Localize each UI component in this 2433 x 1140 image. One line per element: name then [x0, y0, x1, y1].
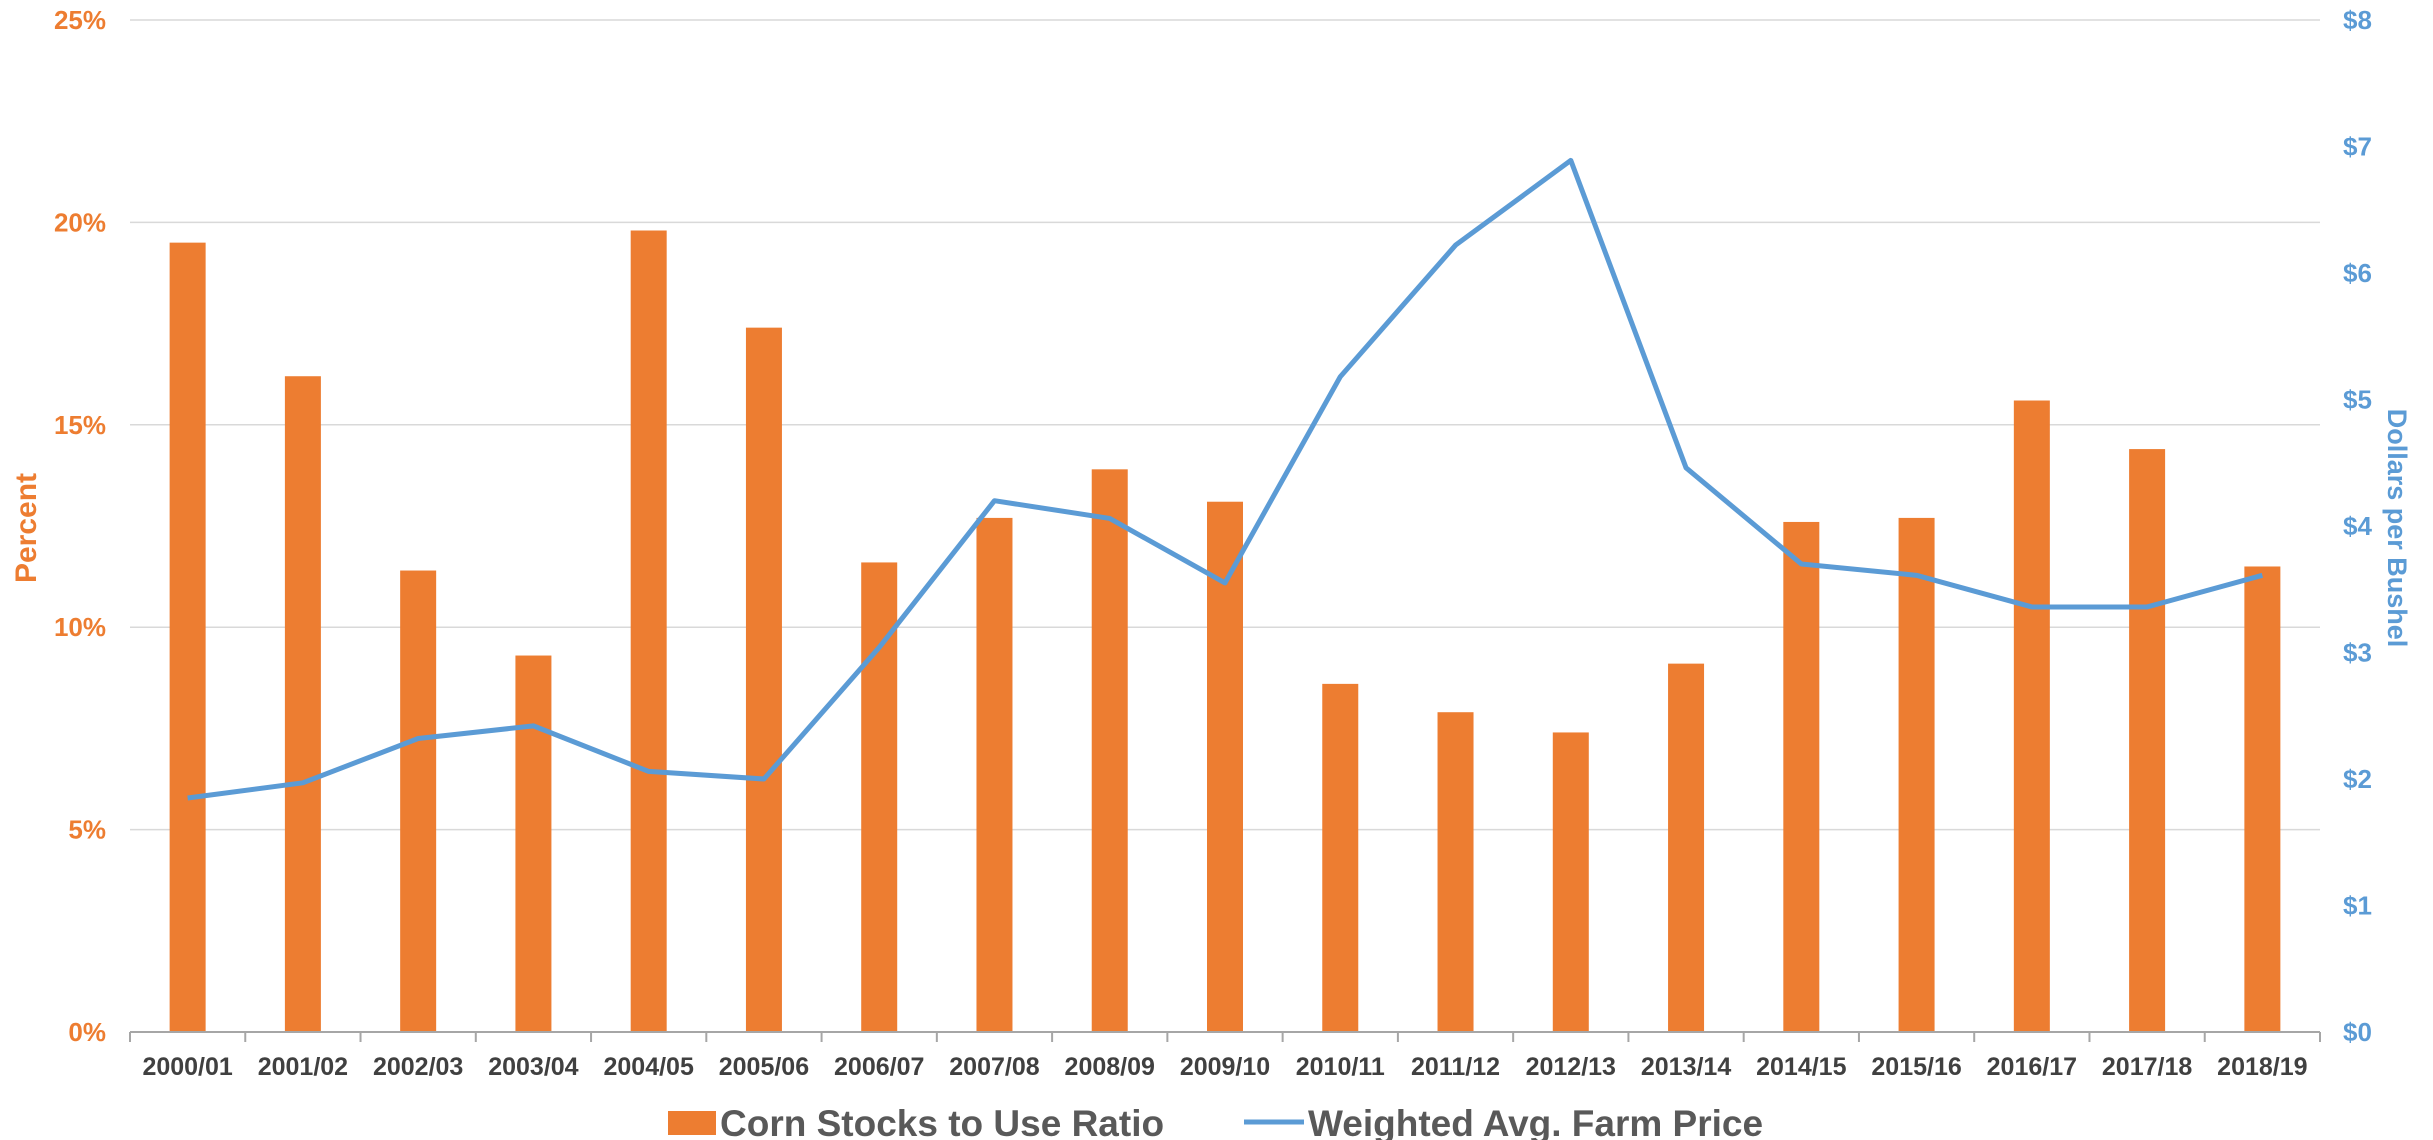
- bar-2005-06: [745, 327, 782, 1032]
- x-tick-label: 2011/12: [1411, 1053, 1500, 1081]
- right-tick-label: $2: [2343, 764, 2372, 794]
- left-tick-label: 25%: [54, 5, 106, 35]
- x-tick-label: 2000/01: [142, 1053, 232, 1081]
- left-tick-label: 20%: [54, 207, 106, 237]
- x-tick-label: 2007/08: [949, 1053, 1039, 1081]
- x-tick-label: 2001/02: [258, 1053, 348, 1081]
- bar-2001-02: [284, 376, 321, 1032]
- price-line: [187, 157, 2264, 801]
- x-tick-label: 2009/10: [1180, 1053, 1270, 1081]
- axes: [129, 1031, 2321, 1042]
- bar-2018-19: [2244, 566, 2281, 1032]
- right-axis-ticks: $0 $1 $2 $3 $4 $5 $6 $7 $8: [2343, 5, 2372, 1047]
- right-tick-label: $8: [2343, 5, 2372, 35]
- bar-2011-12: [1437, 712, 1474, 1032]
- legend-swatch-bars: [668, 1111, 716, 1135]
- right-tick-label: $7: [2343, 132, 2372, 162]
- bar-2004-05: [630, 230, 667, 1033]
- bar-2012-13: [1552, 732, 1589, 1032]
- left-tick-label: 15%: [54, 410, 106, 440]
- x-tick-label: 2012/13: [1526, 1053, 1616, 1081]
- x-tick-label: 2002/03: [373, 1053, 463, 1081]
- bar-2009-10: [1207, 501, 1243, 1032]
- bar-2006-07: [861, 562, 898, 1032]
- right-tick-label: $0: [2343, 1017, 2372, 1047]
- bar-2003-04: [515, 655, 552, 1032]
- x-tick-label: 2003/04: [488, 1053, 578, 1081]
- x-axis-ticks: 2000/01 2001/02 2002/03 2003/04 2004/05 2005/…: [142, 1053, 2307, 1081]
- bar-2007-08: [976, 517, 1013, 1032]
- x-tick-label: 2004/05: [603, 1053, 693, 1081]
- right-tick-label: $3: [2343, 638, 2372, 668]
- bar-2010-11: [1322, 683, 1359, 1032]
- bar-2014-15: [1783, 521, 1820, 1032]
- left-tick-label: 5%: [68, 815, 106, 845]
- left-tick-label: 0%: [68, 1017, 106, 1047]
- bar-2013-14: [1668, 663, 1705, 1032]
- gridlines: [130, 19, 2320, 831]
- bar-2002-03: [400, 570, 437, 1032]
- right-axis-title: Dollars per Bushel: [2382, 409, 2412, 648]
- right-tick-label: $1: [2343, 891, 2372, 921]
- x-tick-label: 2015/16: [1871, 1053, 1961, 1081]
- right-tick-label: $6: [2343, 258, 2372, 288]
- x-tick-label: 2010/11: [1296, 1053, 1385, 1081]
- left-tick-label: 10%: [54, 612, 106, 642]
- x-tick-label: 2008/09: [1065, 1053, 1155, 1081]
- bar-2015-16: [1898, 517, 1935, 1032]
- x-tick-label: 2013/14: [1641, 1053, 1731, 1081]
- x-tick-label: 2006/07: [834, 1053, 924, 1081]
- x-tick-label: 2016/17: [1987, 1053, 2077, 1081]
- line-series: [187, 157, 2264, 801]
- bar-2000-01: [169, 242, 206, 1032]
- x-tick-label: 2018/19: [2217, 1053, 2307, 1081]
- bar-2008-09: [1091, 469, 1128, 1032]
- bar-2016-17: [2013, 400, 2050, 1033]
- legend: Corn Stocks to Use Ratio Weighted Avg. F…: [668, 1103, 1763, 1140]
- right-tick-label: $5: [2343, 385, 2372, 415]
- x-tick-label: 2017/18: [2102, 1053, 2192, 1081]
- legend-label-line: Weighted Avg. Farm Price: [1308, 1103, 1763, 1140]
- bar-2017-18: [2129, 449, 2166, 1032]
- left-axis-title: Percent: [10, 473, 43, 583]
- bar-series: [169, 230, 2281, 1033]
- legend-label-bars: Corn Stocks to Use Ratio: [720, 1103, 1164, 1140]
- x-tick-label: 2005/06: [719, 1053, 809, 1081]
- left-axis-ticks: 0% 5% 10% 15% 20% 25%: [54, 5, 106, 1047]
- x-tick-label: 2014/15: [1756, 1053, 1846, 1081]
- right-tick-label: $4: [2343, 511, 2372, 541]
